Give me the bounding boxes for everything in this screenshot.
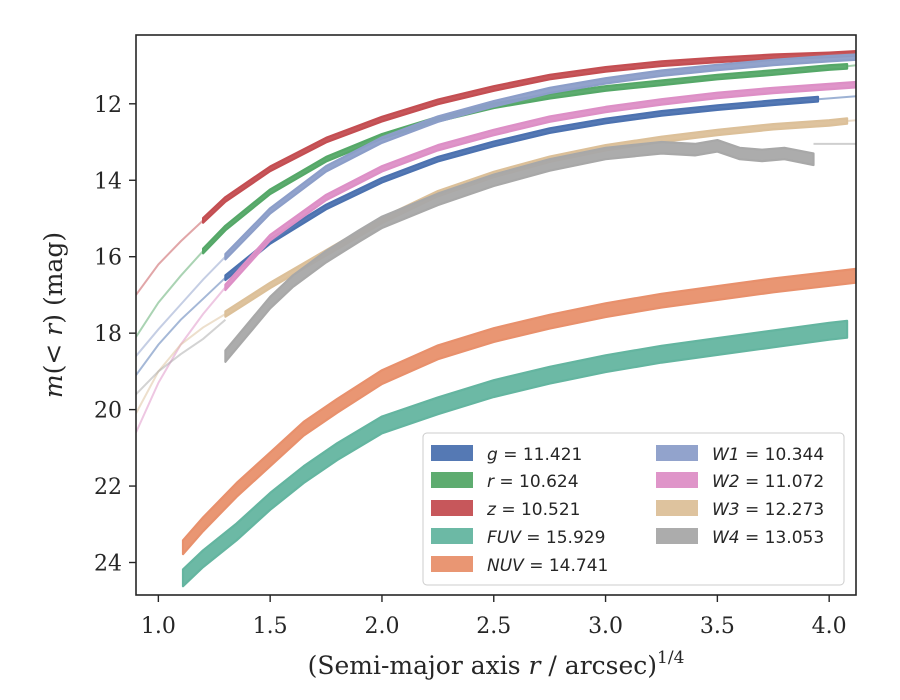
- series-r-inner-line: [136, 250, 204, 338]
- y-tick-label: 24: [94, 552, 122, 577]
- y-axis-label: m(< r) (mag): [39, 232, 68, 398]
- series-g: [136, 95, 856, 376]
- legend-label: FUV = 15.929: [487, 528, 605, 548]
- series-w1: [136, 53, 856, 357]
- series-z: [136, 50, 856, 296]
- legend-item-z: z = 10.521: [431, 500, 580, 520]
- legend-swatch: [656, 445, 698, 461]
- x-tick-label: 4.0: [812, 614, 847, 639]
- series-w4-band: [224, 139, 815, 363]
- x-axis-label: (Semi-major axis r / arcsec)1/4: [308, 648, 685, 680]
- series-w1-inner-line: [136, 256, 227, 357]
- series-g-band: [224, 95, 820, 282]
- legend-swatch: [431, 472, 473, 488]
- legend-label: W3 = 12.273: [712, 500, 824, 520]
- plot-area: [136, 50, 856, 588]
- legend-item-w1: W1 = 10.344: [656, 445, 824, 465]
- legend-label: W4 = 13.053: [712, 528, 824, 548]
- y-tick-label: 22: [94, 475, 122, 500]
- legend-item-fuv: FUV = 15.929: [431, 528, 605, 548]
- x-tick-label: 1.5: [253, 614, 288, 639]
- series-g-inner-line: [136, 276, 227, 376]
- legend-swatch: [656, 528, 698, 544]
- legend-box: [422, 432, 845, 586]
- series-z-band: [202, 50, 856, 224]
- series-g-outer-line: [817, 95, 856, 101]
- y-tick-label: 20: [94, 399, 122, 424]
- series-nuv-band: [181, 267, 856, 556]
- series-r-outer-line: [846, 64, 856, 68]
- series-w1-band: [224, 53, 856, 261]
- legend-item-w2: W2 = 11.072: [656, 472, 824, 492]
- legend-item-g: g = 11.421: [431, 445, 582, 465]
- plot-frame: [135, 34, 857, 596]
- y-tick-label: 18: [94, 322, 122, 347]
- y-tick-label: 16: [94, 246, 122, 271]
- legend-label: W2 = 11.072: [712, 472, 824, 492]
- axis-ticks: 1.0 1.5 2.0 2.5 3.0 3.5 4.0 12 14 16 18 20 22 24: [94, 93, 847, 639]
- legend-item-w3: W3 = 12.273: [656, 500, 824, 520]
- x-tick-label: 2.5: [476, 614, 511, 639]
- x-tick-label: 3.0: [588, 614, 623, 639]
- legend-label: W1 = 10.344: [712, 445, 824, 465]
- x-tick-label: 2.0: [364, 614, 399, 639]
- series-w4: [136, 139, 856, 395]
- legend-label: g = 11.421: [487, 445, 582, 465]
- series-fuv: [181, 319, 849, 588]
- legend-label: NUV = 14.741: [487, 556, 608, 576]
- legend: g = 11.421 r = 10.624 z = 10.521 FUV = 15.9…: [422, 432, 845, 586]
- series-nuv: [181, 267, 856, 556]
- y-tick-label: 14: [94, 169, 122, 194]
- legend-swatch: [656, 472, 698, 488]
- legend-swatch: [431, 445, 473, 461]
- x-tick-label: 1.0: [141, 614, 176, 639]
- legend-item-r: r = 10.624: [431, 472, 579, 492]
- series-w3-outer-line: [847, 119, 856, 122]
- series-z-inner-line: [136, 219, 204, 296]
- y-tick-label: 12: [94, 93, 122, 118]
- series-w2-band: [224, 80, 856, 292]
- legend-swatch: [656, 500, 698, 516]
- legend-item-nuv: NUV = 14.741: [431, 556, 608, 576]
- series-w3-inner-line: [136, 313, 226, 414]
- legend-swatch: [431, 556, 473, 572]
- series-w4-inner-line: [136, 319, 227, 395]
- legend-label: z = 10.521: [486, 500, 580, 520]
- x-tick-label: 3.5: [700, 614, 735, 639]
- legend-label: r = 10.624: [487, 472, 579, 492]
- series-fuv-band: [181, 319, 849, 588]
- legend-swatch: [431, 528, 473, 544]
- legend-swatch: [431, 500, 473, 516]
- legend-item-w4: W4 = 13.053: [656, 528, 824, 548]
